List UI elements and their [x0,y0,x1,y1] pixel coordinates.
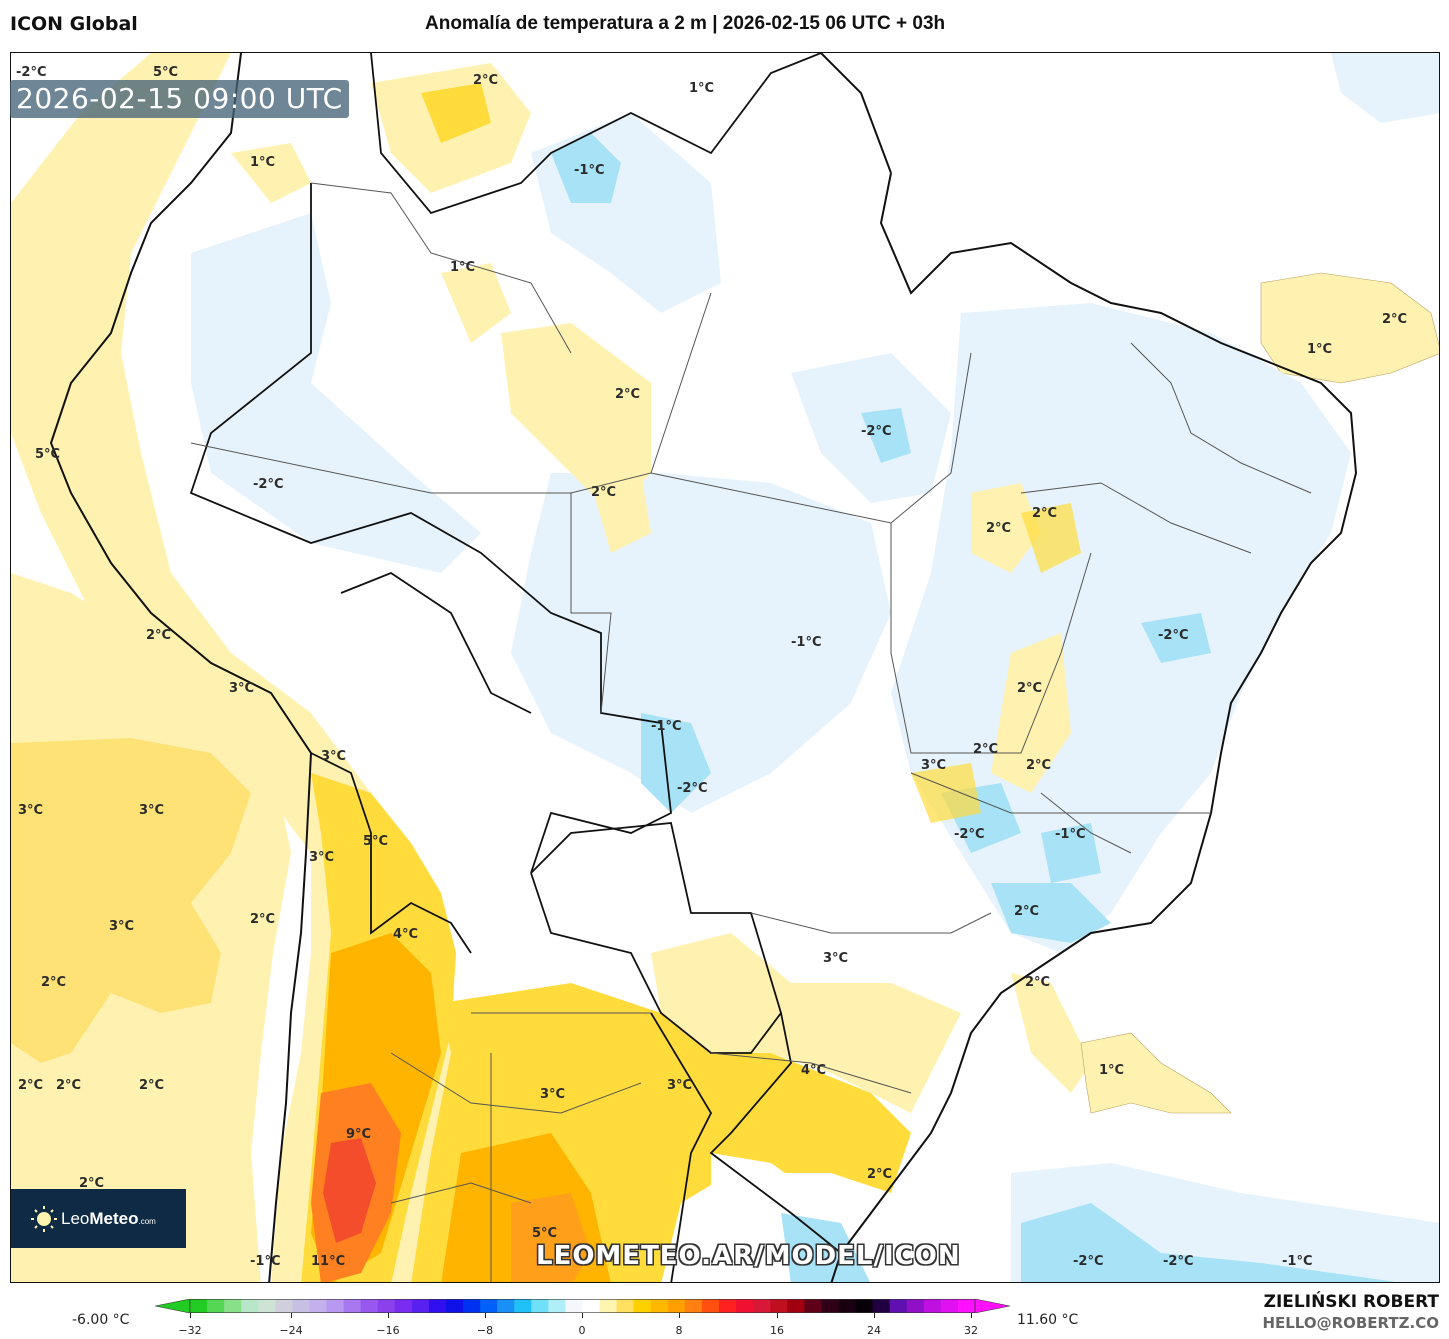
logo-text: LeoMeteo.com [61,1208,156,1228]
contour-label: 11°C [311,1254,346,1269]
contour-label: 9°C [346,1127,372,1142]
leometeo-logo[interactable]: LeoMeteo.com [11,1189,186,1248]
colorbar-tick-mark [291,1313,292,1318]
colorbar-tick-mark [190,1313,191,1318]
contour-label: 5°C [363,834,389,849]
valid-time-badge: 2026-02-15 09:00 UTC [10,80,349,118]
contour-label: 3°C [540,1087,566,1102]
colorbar-tick-mark [582,1313,583,1318]
colorbar [155,1299,1010,1313]
contour-label: 2°C [250,912,276,927]
contour-label: 3°C [109,919,135,934]
contour-label: 2°C [615,387,641,402]
author-email[interactable]: HELLO@ROBERTZ.CO [1262,1314,1439,1332]
contour-label: -1°C [574,163,605,178]
contour-label: 1°C [250,155,276,170]
contour-label: 2°C [867,1167,893,1182]
contour-label: 2°C [56,1078,82,1093]
contour-label: 1°C [1099,1063,1125,1078]
contour-label: 3°C [921,758,947,773]
contour-label: 3°C [18,803,44,818]
contour-label: 1°C [689,81,715,96]
contour-label: 5°C [532,1226,558,1241]
contour-label: 2°C [973,742,999,757]
colorbar-tick-mark [388,1313,389,1318]
contour-label: -2°C [1158,628,1189,643]
contour-label: -1°C [1055,827,1086,842]
contour-label: 3°C [823,951,849,966]
contour-label: 2°C [139,1078,165,1093]
watermark-url: LEOMETEO.AR/MODEL/ICON [536,1241,961,1271]
contour-label: 5°C [153,65,179,80]
contour-label: -2°C [677,781,708,796]
contour-label: 2°C [1026,758,1052,773]
contour-label: 4°C [393,927,419,942]
colorbar-max-label: 11.60 °C [1017,1312,1079,1328]
contour-label: -2°C [1163,1254,1194,1269]
contour-label: -1°C [651,719,682,734]
colorbar-tick-label: 24 [867,1324,881,1337]
contour-label: -1°C [250,1254,281,1269]
contour-label: -2°C [16,65,47,80]
contour-label: 2°C [473,73,499,88]
contour-label: -2°C [954,827,985,842]
colorbar-tick-mark [874,1313,875,1318]
contour-label: 3°C [667,1078,693,1093]
contour-label: 5°C [35,447,61,462]
contour-label: 2°C [986,521,1012,536]
colorbar-tick-label: 0 [578,1324,586,1337]
model-name: ICON Global [10,13,138,35]
chart-title: Anomalía de temperatura a 2 m | 2026-02-… [425,13,946,34]
colorbar-tick-label: −16 [376,1324,400,1337]
sun-icon [31,1205,57,1232]
contour-label: -2°C [253,477,284,492]
map-fill-layer [11,53,1439,1282]
contour-label: -2°C [861,424,892,439]
contour-label: 2°C [591,485,617,500]
author-name: ZIELIŃSKI ROBERT [1263,1292,1439,1312]
contour-label: 2°C [1382,312,1408,327]
colorbar-tick-label: 32 [964,1324,978,1337]
contour-label: 2°C [1032,506,1058,521]
contour-label: 1°C [1307,342,1333,357]
colorbar-tick-label: 8 [675,1324,683,1337]
contour-label: 2°C [146,628,172,643]
contour-label: 2°C [79,1176,105,1191]
contour-label: 4°C [801,1063,827,1078]
contour-label: 2°C [41,975,67,990]
colorbar-tick-label: −24 [279,1324,303,1337]
contour-label: -1°C [791,635,822,650]
contour-label: 3°C [321,749,347,764]
colorbar-tick-mark [485,1313,486,1318]
contour-label: -1°C [1282,1254,1313,1269]
contour-label: 2°C [18,1078,44,1093]
contour-label: 3°C [309,850,335,865]
contour-label: -2°C [1073,1254,1104,1269]
colorbar-tick-label: 16 [770,1324,784,1337]
contour-label: 3°C [229,681,255,696]
contour-label: 2°C [1014,904,1040,919]
contour-label: 2°C [1017,681,1043,696]
contour-label: 2°C [1025,975,1051,990]
colorbar-tick-mark [971,1313,972,1318]
colorbar-tick-mark [777,1313,778,1318]
colorbar-min-label: -6.00 °C [72,1312,130,1328]
colorbar-tick-mark [679,1313,680,1318]
colorbar-tick-label: −32 [178,1324,202,1337]
anomaly-map[interactable]: -2°C 5°C 2°C 1°C 1°C -1°C 1°C 2°C 1°C 2°C -2°C 5°C -… [10,52,1440,1283]
contour-label: 3°C [139,803,165,818]
colorbar-tick-label: −8 [476,1324,494,1337]
contour-label: 1°C [450,260,476,275]
